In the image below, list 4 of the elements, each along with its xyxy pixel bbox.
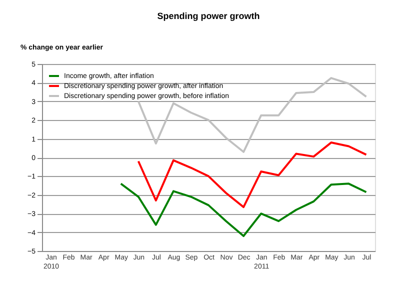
line-series bbox=[137, 77, 368, 153]
chart-title: Spending power growth bbox=[157, 11, 260, 21]
line-series bbox=[137, 142, 368, 208]
line-series bbox=[120, 182, 368, 238]
